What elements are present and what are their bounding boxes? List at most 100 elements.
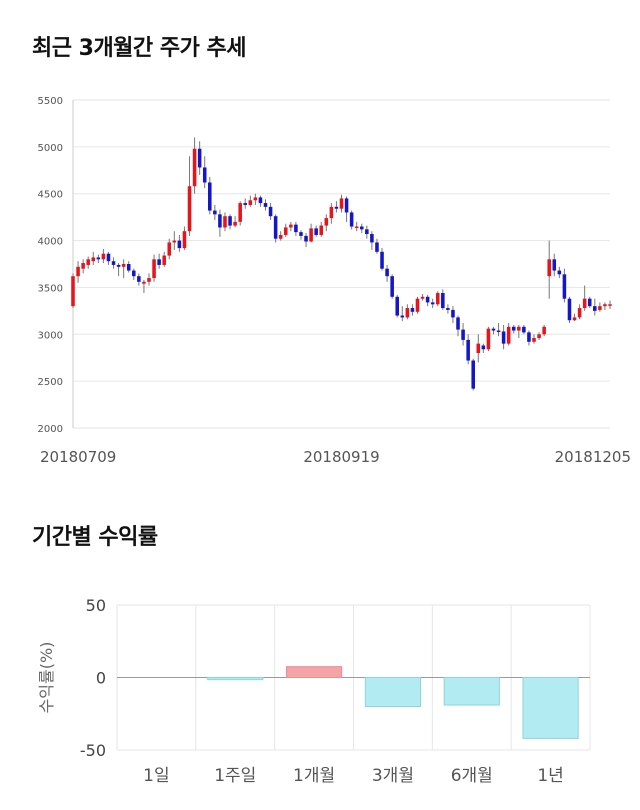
candle-down bbox=[197, 148, 202, 168]
x-tick-label: 1년 bbox=[537, 766, 563, 786]
candle-up bbox=[162, 255, 166, 265]
candle-up bbox=[598, 306, 602, 310]
candle-up bbox=[253, 197, 258, 201]
candle-down bbox=[299, 232, 303, 236]
candle-up bbox=[192, 148, 197, 187]
return-bar bbox=[522, 677, 579, 739]
candle-up bbox=[582, 298, 587, 309]
candle-down bbox=[527, 332, 531, 342]
candle-down bbox=[116, 264, 121, 267]
candle-up bbox=[506, 326, 511, 344]
candle-up bbox=[76, 266, 80, 277]
candle-down bbox=[126, 264, 131, 271]
candle-down bbox=[522, 326, 526, 333]
candle-down bbox=[375, 242, 379, 252]
candle-down bbox=[491, 328, 496, 331]
period-return-chart: 50 0 -50 수익률(%) 1일 1주일 1개월 3개월 6개월 1년 bbox=[37, 596, 591, 786]
return-bar bbox=[364, 677, 422, 707]
y-tick-label: -50 bbox=[80, 741, 106, 760]
candle-up bbox=[532, 338, 536, 342]
candle-down bbox=[390, 276, 394, 297]
candle-down bbox=[466, 339, 470, 361]
candle-down bbox=[501, 331, 506, 344]
candle-down bbox=[481, 345, 486, 350]
candle-down bbox=[132, 270, 136, 277]
candle-down bbox=[218, 214, 222, 228]
y-tick-label: 2000 bbox=[38, 424, 63, 435]
candle-up bbox=[420, 296, 425, 299]
y-tick-label: 50 bbox=[86, 596, 106, 615]
x-tick-label: 1일 bbox=[143, 766, 169, 786]
return-bar bbox=[207, 677, 264, 681]
return-bar bbox=[443, 677, 500, 706]
candle-up bbox=[238, 203, 242, 222]
candle-up bbox=[86, 259, 90, 265]
x-tick-label: 1개월 bbox=[293, 766, 335, 786]
candle-down bbox=[370, 234, 374, 243]
return-bar bbox=[285, 666, 343, 678]
candle-down bbox=[111, 261, 116, 265]
candle-up bbox=[435, 293, 440, 305]
candle-up bbox=[329, 206, 334, 219]
candle-up bbox=[547, 259, 551, 277]
candle-down bbox=[294, 224, 298, 233]
y-tick-label: 3500 bbox=[38, 283, 63, 294]
candle-down bbox=[385, 268, 389, 277]
candle-down bbox=[557, 270, 562, 275]
candle-up bbox=[537, 334, 541, 339]
candle-up bbox=[182, 231, 187, 249]
candle-up bbox=[572, 317, 577, 321]
candle-up bbox=[284, 227, 288, 235]
candle-up bbox=[517, 326, 521, 331]
x-tick-label: 6개월 bbox=[451, 766, 493, 786]
candle-down bbox=[106, 253, 111, 262]
candle-up bbox=[354, 226, 359, 229]
candle-up bbox=[91, 257, 96, 262]
candle-down bbox=[593, 306, 597, 311]
candle-down bbox=[446, 308, 450, 310]
candle-down bbox=[177, 240, 182, 249]
candle-up bbox=[324, 218, 329, 226]
candle-down bbox=[451, 309, 455, 318]
candle-up bbox=[339, 198, 344, 209]
y-axis-label: 수익률(%) bbox=[37, 642, 56, 714]
candle-down bbox=[208, 182, 212, 211]
candle-down bbox=[552, 259, 557, 271]
x-tick-label: 1주일 bbox=[214, 766, 256, 786]
candle-up bbox=[603, 304, 607, 307]
candle-down bbox=[213, 210, 217, 215]
candle-down bbox=[456, 317, 460, 330]
candle-down bbox=[202, 167, 207, 183]
period-return-title: 기간별 수익률 bbox=[32, 525, 158, 550]
candle-up bbox=[233, 221, 237, 226]
candle-up bbox=[147, 278, 151, 282]
candle-down bbox=[430, 302, 435, 305]
candle-up bbox=[415, 298, 420, 312]
candle-down bbox=[228, 216, 232, 226]
candle-up bbox=[152, 259, 156, 279]
y-tick-label: 0 bbox=[96, 669, 106, 688]
candle-up bbox=[542, 326, 546, 335]
price-trend-chart: 2000 2500 3000 3500 4000 4500 5000 5500 20180709… bbox=[38, 96, 631, 466]
candle-down bbox=[380, 251, 384, 269]
candle-up bbox=[142, 281, 146, 284]
candle-up bbox=[405, 308, 410, 318]
candle-down bbox=[243, 203, 248, 205]
candle-down bbox=[441, 293, 445, 309]
candle-down bbox=[268, 206, 273, 217]
candle-up bbox=[278, 234, 283, 239]
candle-up bbox=[121, 264, 126, 267]
candle-up bbox=[577, 308, 582, 318]
candle-up bbox=[172, 240, 177, 243]
x-tick-label: 20180709 bbox=[40, 448, 116, 466]
candle-up bbox=[248, 200, 253, 205]
x-tick-label: 20180919 bbox=[303, 448, 379, 466]
candle-up bbox=[319, 225, 324, 235]
candle-down bbox=[567, 298, 572, 321]
candle-down bbox=[258, 197, 263, 204]
candle-up bbox=[486, 328, 491, 350]
candle-down bbox=[461, 329, 465, 340]
candle-down bbox=[157, 259, 161, 265]
candle-down bbox=[304, 235, 308, 242]
candle-down bbox=[410, 308, 415, 312]
